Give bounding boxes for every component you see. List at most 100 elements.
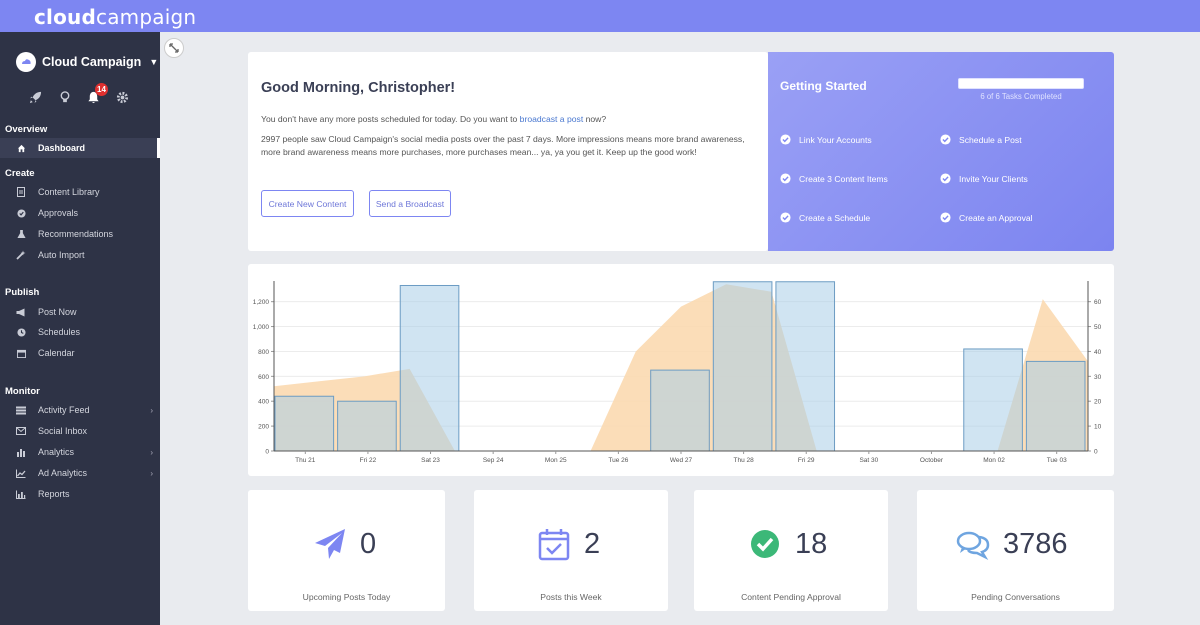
x-tick-label: Thu 21 (295, 457, 316, 464)
nav-approvals[interactable]: Approvals (0, 203, 160, 223)
y-left-tick-label: 400 (258, 399, 269, 406)
megaphone-icon (16, 307, 26, 317)
task-create-schedule[interactable]: Create a Schedule (780, 212, 870, 223)
stat-value: 2 (584, 528, 601, 560)
line-chart-icon (16, 468, 26, 478)
check-circle-icon (751, 530, 779, 558)
task-label: Create 3 Content Items (799, 173, 888, 184)
task-invite-clients[interactable]: Invite Your Clients (940, 173, 1028, 184)
app-logo[interactable]: cloudcampaign (34, 5, 197, 29)
sidebar: Cloud Campaign ▼ 14 Overview Dashboard C… (0, 32, 160, 625)
y-left-tick-label: 1,000 (253, 324, 270, 331)
section-overview: Overview (5, 124, 48, 135)
nav-reports[interactable]: Reports (0, 484, 160, 504)
greeting-text-part: You don't have any more posts scheduled … (261, 114, 520, 124)
x-tick-label: Sat 30 (859, 457, 878, 464)
x-tick-label: Mon 25 (545, 457, 567, 464)
check-circle-icon (780, 173, 791, 184)
stat-label: Pending Conversations (971, 592, 1060, 602)
y-right-tick-label: 0 (1094, 449, 1098, 456)
stat-value: 0 (360, 528, 377, 560)
x-tick-label: Mon 02 (983, 457, 1005, 464)
impressions-chart[interactable]: 0 200 400 600 800 1,000 1,200 0 10 20 30 40 50 60 Thu … (248, 264, 1114, 476)
y-left-tick-label: 600 (258, 374, 269, 381)
bell-icon[interactable]: 14 (86, 83, 108, 105)
chart-bar (337, 400, 397, 452)
nav-label: Calendar (38, 348, 75, 358)
home-icon (16, 143, 26, 153)
create-new-content-button[interactable]: Create New Content (261, 190, 354, 217)
getting-started-card: Getting Started 6 of 6 Tasks Completed L… (768, 52, 1114, 251)
nav-label: Recommendations (38, 229, 114, 239)
calendar-check-icon (538, 529, 570, 561)
task-schedule-post[interactable]: Schedule a Post (940, 134, 1022, 145)
account-name: Cloud Campaign (42, 55, 142, 69)
nav-social-inbox[interactable]: Social Inbox (0, 421, 160, 441)
x-tick-label: Thu 28 (733, 457, 754, 464)
stat-posts-week[interactable]: 2 Posts this Week (474, 490, 668, 611)
task-create-approval[interactable]: Create an Approval (940, 212, 1033, 223)
nav-activity-feed[interactable]: Activity Feed › (0, 400, 160, 420)
chevron-down-icon: ▼ (149, 57, 159, 67)
getting-started-title: Getting Started (780, 79, 867, 93)
task-label: Link Your Accounts (799, 134, 872, 145)
account-switcher[interactable]: Cloud Campaign ▼ (16, 52, 158, 72)
chart-axes: 0 200 400 600 800 1,000 1,200 0 10 20 30 40 50 60 Thu … (253, 281, 1102, 464)
gear-icon[interactable] (115, 90, 130, 105)
stat-value: 3786 (1003, 528, 1068, 560)
task-link-accounts[interactable]: Link Your Accounts (780, 134, 872, 145)
x-tick-label: Wed 27 (670, 457, 693, 464)
check-circle-icon (940, 173, 951, 184)
chart-bar-layer (274, 281, 1086, 452)
envelope-icon (16, 426, 26, 436)
task-label: Create a Schedule (799, 212, 871, 223)
top-bar: cloudcampaign (0, 0, 1200, 32)
broadcast-link[interactable]: broadcast a post (519, 114, 584, 124)
stat-label: Content Pending Approval (741, 592, 841, 602)
rocket-icon[interactable] (28, 90, 43, 105)
tasks-progress-fill (959, 79, 1083, 88)
stat-label: Posts this Week (540, 592, 602, 602)
collapse-sidebar-button[interactable] (164, 38, 184, 58)
chevron-right-icon: › (150, 447, 153, 457)
nav-calendar[interactable]: Calendar (0, 343, 160, 363)
tasks-progress-bar (958, 78, 1084, 89)
y-right-tick-label: 50 (1094, 324, 1102, 331)
nav-label: Post Now (38, 307, 77, 317)
stat-pending-approval[interactable]: 18 Content Pending Approval (694, 490, 888, 611)
nav-recommendations[interactable]: Recommendations (0, 224, 160, 244)
nav-label: Dashboard (38, 143, 86, 153)
greeting-title: Good Morning, Christopher! (261, 80, 456, 96)
check-circle-icon (940, 212, 951, 223)
chart-bar (712, 281, 773, 452)
nav-schedules[interactable]: Schedules (0, 322, 160, 342)
send-broadcast-button[interactable]: Send a Broadcast (369, 190, 451, 217)
y-left-tick-label: 0 (265, 449, 269, 456)
quick-actions: 14 (28, 83, 130, 105)
stat-upcoming-posts[interactable]: 0 Upcoming Posts Today (248, 490, 445, 611)
x-tick-label: Sat 23 (421, 457, 440, 464)
nav-dashboard[interactable]: Dashboard (0, 138, 160, 158)
nav-content-library[interactable]: Content Library (0, 182, 160, 202)
nav-auto-import[interactable]: Auto Import (0, 245, 160, 265)
impressions-chart-card: 0 200 400 600 800 1,000 1,200 0 10 20 30 40 50 60 Thu … (248, 264, 1114, 476)
y-left-tick-label: 800 (258, 349, 269, 356)
notification-badge: 14 (95, 83, 108, 96)
section-publish: Publish (5, 287, 40, 298)
nav-label: Analytics (38, 447, 75, 457)
nav-ad-analytics[interactable]: Ad Analytics › (0, 463, 160, 483)
bar-chart-icon (16, 447, 26, 457)
nav-post-now[interactable]: Post Now (0, 302, 160, 322)
nav-analytics[interactable]: Analytics › (0, 442, 160, 462)
calendar-icon (16, 348, 26, 358)
task-create-content-items[interactable]: Create 3 Content Items (780, 173, 888, 184)
chart-bar (650, 369, 710, 452)
chart-bar (274, 395, 335, 452)
x-tick-label: October (920, 457, 944, 464)
nav-label: Reports (38, 489, 70, 499)
nav-label: Social Inbox (38, 426, 88, 436)
lightbulb-icon[interactable] (57, 90, 72, 105)
chart-bar (1025, 360, 1086, 452)
stat-pending-conversations[interactable]: 3786 Pending Conversations (917, 490, 1114, 611)
account-avatar (16, 52, 36, 72)
